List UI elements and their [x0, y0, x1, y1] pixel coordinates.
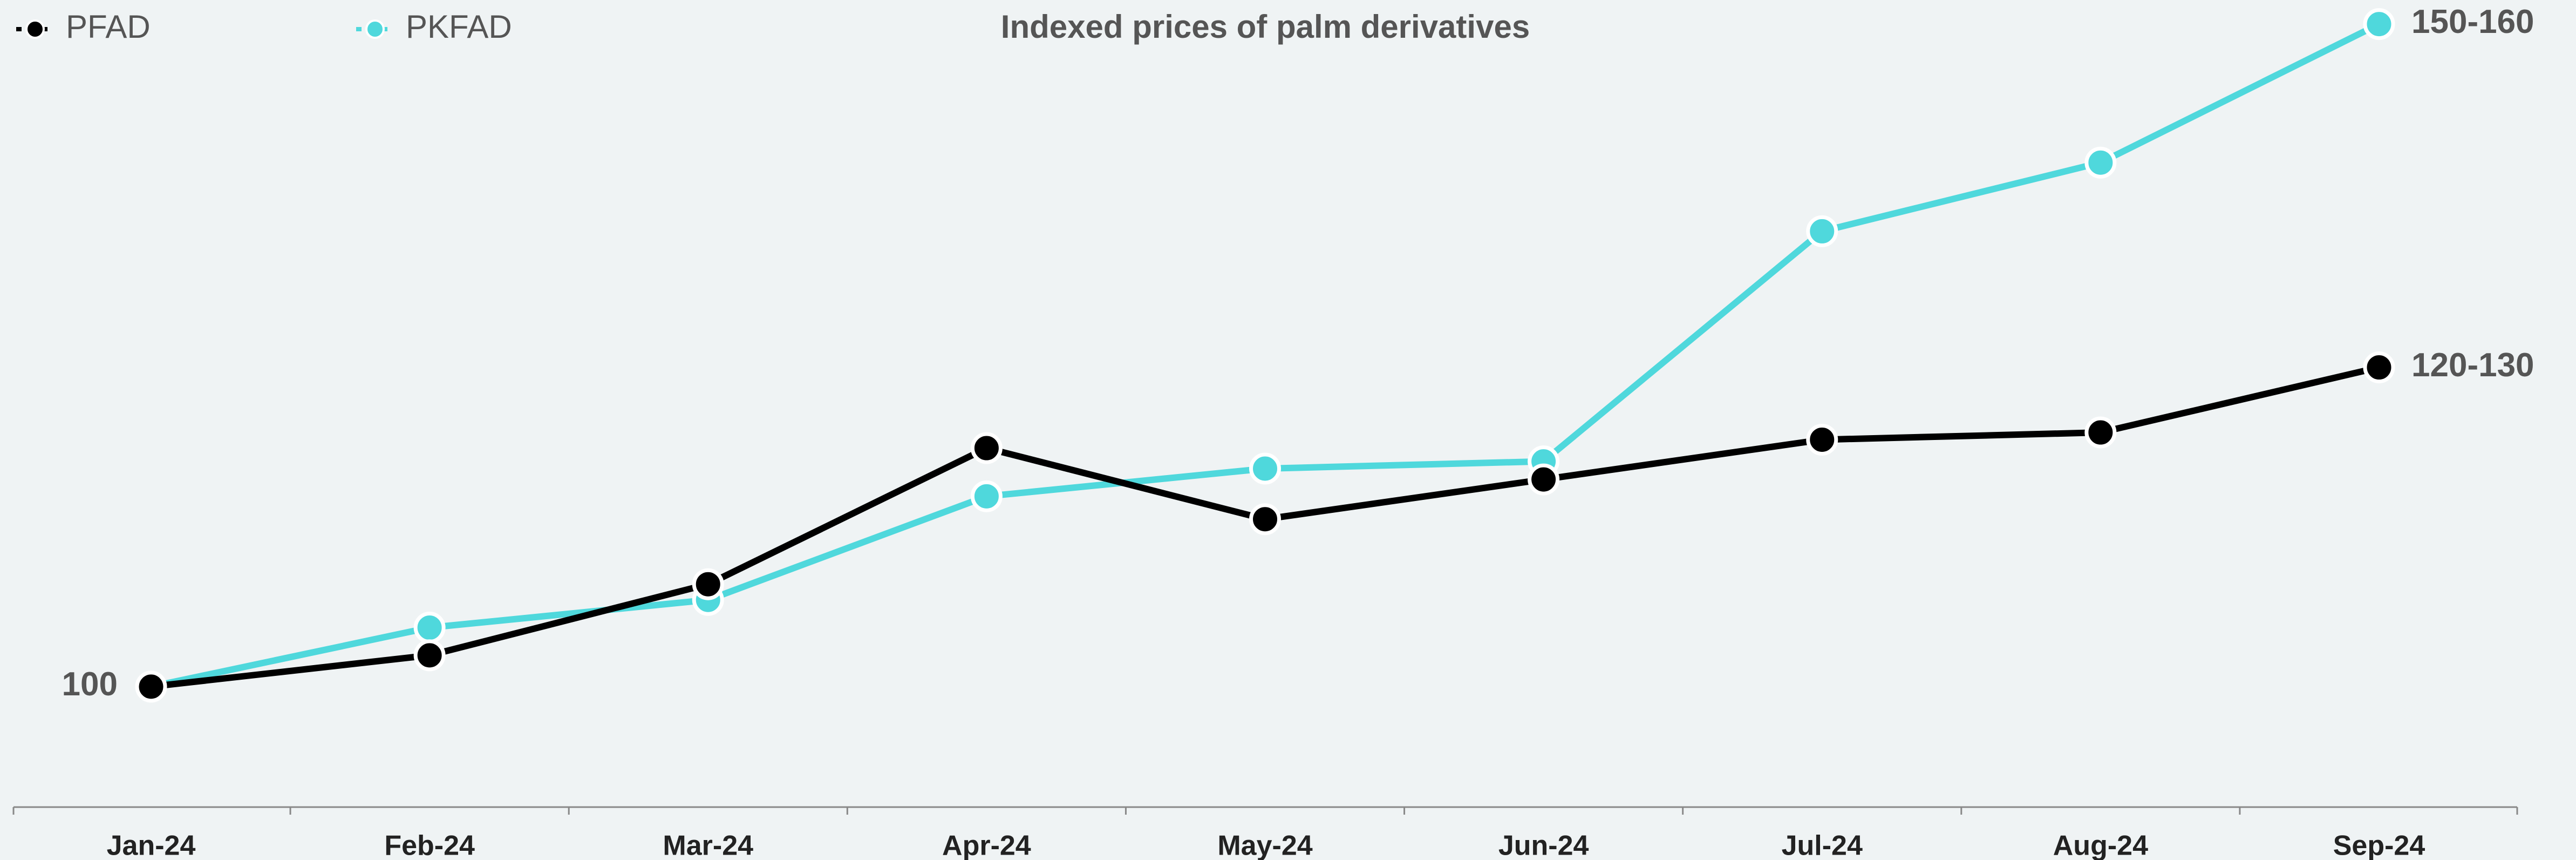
- data-point: [970, 480, 1003, 512]
- x-tick-label: Feb-24: [384, 830, 475, 860]
- x-tick-label: Jan-24: [107, 830, 196, 860]
- legend-label: PKFAD: [406, 9, 512, 45]
- x-tick-label: Aug-24: [2053, 830, 2148, 860]
- x-tick-label: May-24: [1217, 830, 1312, 860]
- data-point: [413, 639, 446, 672]
- x-tick-label: Mar-24: [663, 830, 753, 860]
- legend-label: PFAD: [66, 9, 151, 45]
- x-tick-label: Jul-24: [1782, 830, 1863, 860]
- x-tick-label: Apr-24: [942, 830, 1031, 860]
- legend-marker: [365, 19, 385, 39]
- data-point: [2084, 416, 2117, 449]
- annotation: 100: [62, 666, 118, 703]
- chart-title: Indexed prices of palm derivatives: [1001, 9, 1530, 45]
- data-point: [2084, 146, 2117, 179]
- data-point: [2363, 351, 2395, 384]
- data-point: [2363, 8, 2395, 40]
- data-point: [413, 612, 446, 644]
- data-point: [1806, 215, 1838, 247]
- data-point: [970, 432, 1003, 464]
- x-tick-label: Jun-24: [1498, 830, 1589, 860]
- annotation: 120-130: [2411, 347, 2534, 384]
- data-point: [1249, 452, 1281, 485]
- annotation: 150-160: [2411, 3, 2534, 40]
- data-point: [1806, 423, 1838, 456]
- data-point: [135, 671, 167, 703]
- data-point: [692, 568, 724, 600]
- data-point: [1249, 503, 1281, 536]
- x-tick-label: Sep-24: [2333, 830, 2425, 860]
- legend-marker: [25, 19, 45, 39]
- data-point: [1528, 463, 1560, 496]
